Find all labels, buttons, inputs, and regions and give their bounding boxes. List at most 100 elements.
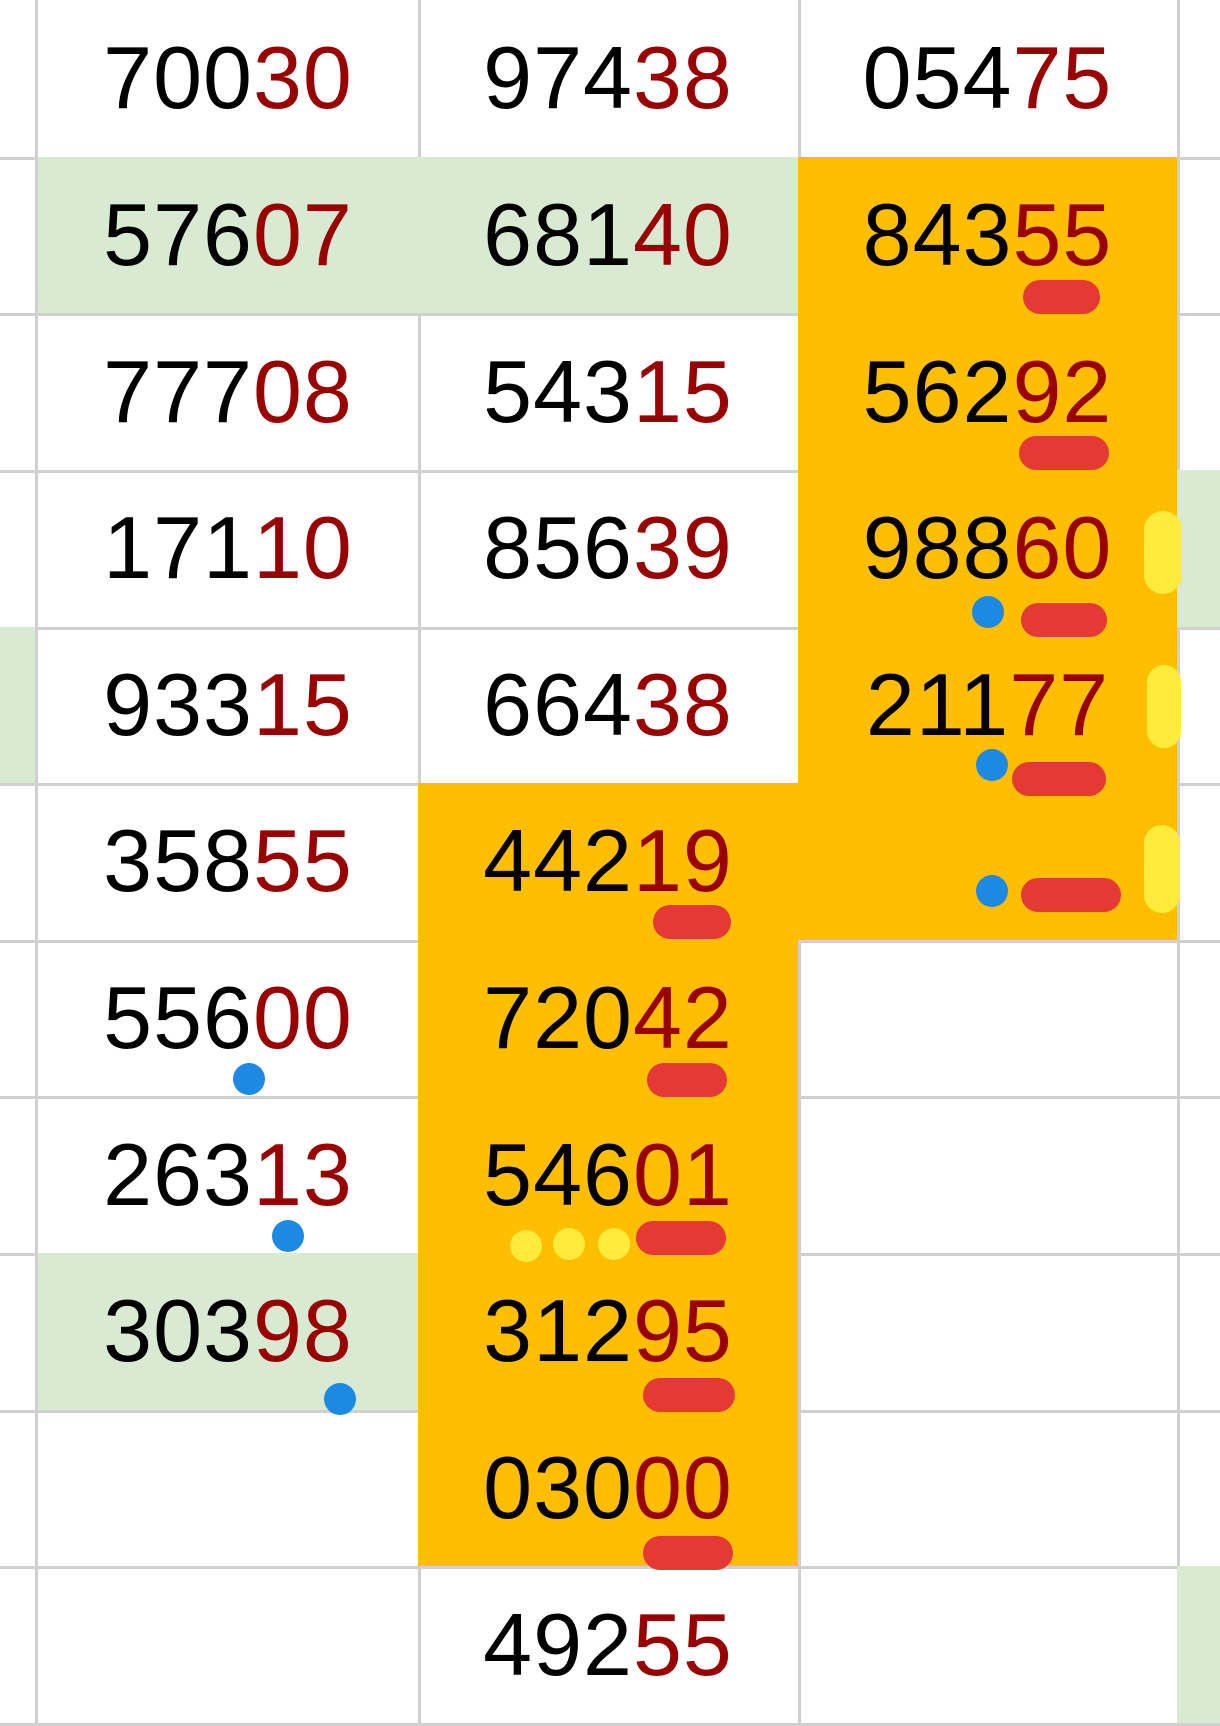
cell-value-prefix: 988 — [862, 498, 1013, 598]
yellow-stroke-mark — [1147, 665, 1181, 748]
grid-cell[interactable]: 856 39 — [418, 469, 801, 630]
grid-cell[interactable] — [1177, 1253, 1220, 1413]
grid-cell[interactable]: 843 55 — [798, 156, 1180, 317]
grid-cell[interactable] — [0, 1566, 38, 1726]
grid-cell[interactable]: 054 75 — [798, 0, 1180, 160]
cell-value-prefix: 442 — [483, 811, 633, 911]
cell-value-prefix: 562 — [862, 341, 1013, 441]
grid-cell[interactable]: 933 15 — [38, 626, 421, 787]
grid-cell[interactable]: 492 55 — [418, 1566, 801, 1726]
grid-cell[interactable]: 263 13 — [38, 1096, 421, 1257]
grid-cell[interactable]: 576 07 — [38, 156, 421, 317]
grid-cell[interactable] — [0, 1096, 38, 1257]
grid-cell[interactable] — [0, 156, 38, 317]
yellow-stroke-mark — [1144, 511, 1182, 594]
cell-value-highlight-digits: 55 — [1012, 184, 1113, 284]
cell-value-prefix: 312 — [483, 1281, 633, 1381]
grid-cell[interactable] — [1177, 1096, 1220, 1257]
grid-cell[interactable]: 358 55 — [38, 783, 421, 943]
red-underline-mark — [647, 1063, 727, 1097]
red-underline-mark — [1012, 762, 1106, 796]
blue-dot-mark — [233, 1063, 265, 1095]
blue-dot-mark — [972, 596, 1004, 628]
grid-cell[interactable] — [798, 1096, 1180, 1257]
cell-value-highlight-digits: 00 — [632, 1438, 733, 1538]
grid-cell[interactable] — [1177, 469, 1220, 630]
cell-value-highlight-digits: 77 — [1009, 654, 1110, 754]
grid-cell[interactable] — [1177, 0, 1220, 160]
cell-value-highlight-digits: 15 — [632, 341, 733, 441]
blue-dot-mark — [976, 875, 1008, 907]
cell-value-highlight-digits: 60 — [1012, 498, 1113, 598]
grid-cell[interactable] — [1177, 783, 1220, 943]
cell-value-highlight-digits: 92 — [1012, 341, 1113, 441]
cell-value-prefix: 030 — [483, 1438, 633, 1538]
cell-value-prefix: 720 — [483, 968, 633, 1068]
blue-dot-mark — [272, 1220, 304, 1252]
cell-value-highlight-digits: 98 — [252, 1281, 353, 1381]
cell-value-prefix: 263 — [103, 1124, 253, 1224]
cell-value-highlight-digits: 55 — [632, 1594, 733, 1694]
grid-cell[interactable] — [38, 1566, 421, 1726]
cell-value-prefix: 211 — [865, 654, 1010, 754]
cell-value-highlight-digits: 75 — [1012, 28, 1113, 128]
grid-cell[interactable] — [1177, 1566, 1220, 1726]
grid-cell[interactable] — [1177, 157, 1220, 317]
cell-value-highlight-digits: 19 — [632, 811, 733, 911]
cell-value-prefix: 492 — [483, 1594, 633, 1694]
cell-value-highlight-digits: 08 — [252, 341, 353, 441]
cell-value-prefix: 171 — [103, 498, 253, 598]
grid-cell[interactable] — [0, 0, 38, 160]
grid-cell[interactable] — [798, 1566, 1180, 1726]
grid-cell[interactable] — [0, 1253, 38, 1413]
grid-cell[interactable]: 974 38 — [418, 0, 801, 160]
cell-value-highlight-digits: 01 — [632, 1124, 733, 1224]
red-underline-mark — [643, 1378, 735, 1412]
cell-value-prefix: 681 — [483, 184, 633, 284]
grid-cell[interactable]: 562 92 — [798, 313, 1180, 473]
grid-cell[interactable] — [798, 939, 1180, 1100]
grid-cell[interactable]: 543 15 — [418, 313, 801, 473]
grid-cell[interactable] — [798, 1253, 1180, 1413]
red-underline-mark — [1021, 878, 1121, 912]
cell-value-highlight-digits: 00 — [252, 968, 353, 1068]
grid-cell[interactable]: 777 08 — [38, 313, 421, 473]
grid-cell[interactable] — [0, 469, 38, 630]
grid-cell[interactable] — [0, 939, 38, 1100]
blue-dot-mark — [976, 749, 1008, 781]
cell-value-highlight-digits: 38 — [632, 654, 733, 754]
yellow-dot-mark — [510, 1230, 542, 1262]
yellow-dot-mark — [598, 1228, 630, 1260]
grid-cell[interactable] — [0, 313, 38, 473]
grid-cell[interactable] — [1177, 1410, 1220, 1570]
grid-cell[interactable] — [1177, 627, 1220, 787]
grid-cell[interactable] — [0, 783, 38, 943]
cell-value-highlight-digits: 55 — [252, 811, 353, 911]
cell-value-highlight-digits: 30 — [252, 28, 353, 128]
grid-cell[interactable]: 664 38 — [418, 626, 801, 787]
grid-cell[interactable] — [38, 1409, 421, 1570]
grid-cell[interactable]: 700 30 — [38, 0, 421, 160]
grid-cell[interactable] — [798, 1409, 1180, 1570]
grid-cell[interactable]: 030 00 — [418, 1409, 801, 1570]
red-underline-mark — [1023, 280, 1100, 314]
yellow-stroke-mark — [1144, 825, 1180, 913]
grid-cell[interactable]: 556 00 — [38, 939, 421, 1100]
cell-value-prefix: 576 — [103, 184, 253, 284]
grid-cell[interactable] — [0, 1409, 38, 1570]
cell-value-highlight-digits: 13 — [252, 1124, 353, 1224]
grid-cell[interactable] — [1177, 313, 1220, 473]
grid-cell[interactable] — [0, 626, 38, 787]
cell-value-highlight-digits: 39 — [632, 498, 733, 598]
grid-cell[interactable]: 312 95 — [418, 1253, 801, 1413]
cell-value-prefix: 856 — [483, 498, 633, 598]
grid-cell[interactable] — [1177, 940, 1220, 1100]
grid-cell[interactable]: 171 10 — [38, 469, 421, 630]
grid-cell[interactable]: 303 98 — [38, 1253, 421, 1413]
grid-cell[interactable]: 720 42 — [418, 939, 801, 1100]
red-underline-mark — [636, 1221, 726, 1255]
cell-value-highlight-digits: 07 — [252, 184, 353, 284]
grid-cell[interactable] — [798, 783, 1180, 943]
grid-cell[interactable]: 442 19 — [418, 783, 801, 943]
grid-cell[interactable]: 681 40 — [418, 156, 801, 317]
